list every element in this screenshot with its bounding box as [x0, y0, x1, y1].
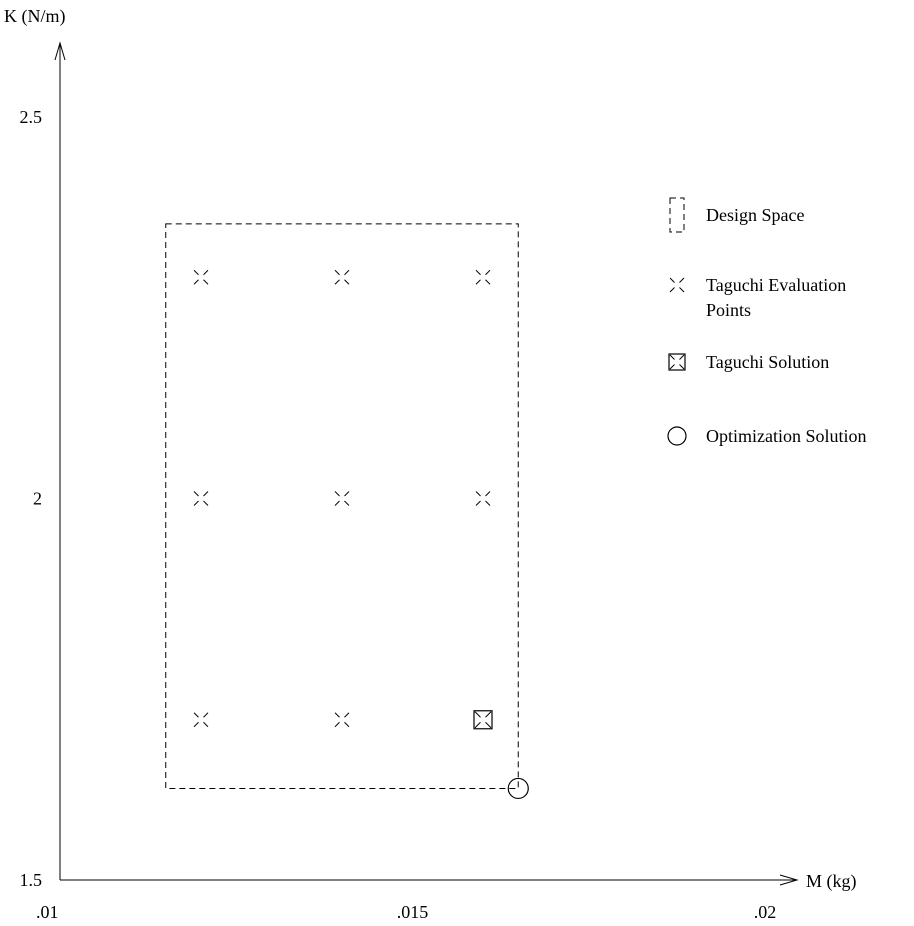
y-tick-label: 2 [33, 489, 42, 509]
taguchi-solution-point [473, 710, 493, 730]
y-tick-label: 1.5 [20, 870, 43, 890]
taguchi-evaluation-point [193, 269, 209, 285]
legend-label: Optimization Solution [706, 426, 867, 446]
design-space-layer [165, 223, 519, 789]
legend-label: Taguchi Evaluation Points [706, 275, 846, 320]
design-space-rect [165, 223, 519, 789]
x-tick-label: .015 [397, 902, 429, 922]
legend-label: Design Space [706, 205, 804, 225]
legend-label: Taguchi Solution [706, 352, 829, 372]
taguchi-evaluation-point [475, 491, 491, 506]
x-axis-label: M (kg) [806, 871, 857, 892]
data-points-layer [193, 269, 529, 800]
axes: K (N/m) M (kg) [4, 6, 857, 892]
tick-labels: .01 .015 .02 1.5 2 2.5 [20, 107, 777, 922]
taguchi-evaluation-point [334, 269, 350, 285]
legend-x-icon [669, 277, 685, 293]
legend-circle-icon [667, 426, 687, 446]
y-tick-label: 2.5 [20, 107, 43, 127]
legend-item: Taguchi Solution [668, 352, 829, 372]
taguchi-evaluation-point [334, 491, 350, 506]
taguchi-evaluation-point [475, 269, 491, 285]
x-tick-label: .01 [36, 902, 59, 922]
y-axis-arrowhead [54, 41, 66, 61]
legend-item: Optimization Solution [667, 426, 867, 446]
optimization-solution-point [507, 777, 529, 800]
taguchi-evaluation-point [193, 712, 209, 728]
x-tick-label: .02 [754, 902, 777, 922]
taguchi-evaluation-point [334, 712, 350, 728]
taguchi-evaluation-point [193, 491, 209, 506]
legend-item: Taguchi Evaluation Points [669, 275, 846, 320]
legend: Design Space Taguchi Evaluation Points Tagu… [667, 197, 867, 446]
x-axis-arrowhead [779, 874, 799, 886]
legend-dashed-rect-icon [669, 197, 685, 233]
legend-boxed-x-icon [668, 353, 686, 371]
y-axis-label: K (N/m) [4, 6, 66, 27]
legend-item: Design Space [669, 197, 804, 233]
